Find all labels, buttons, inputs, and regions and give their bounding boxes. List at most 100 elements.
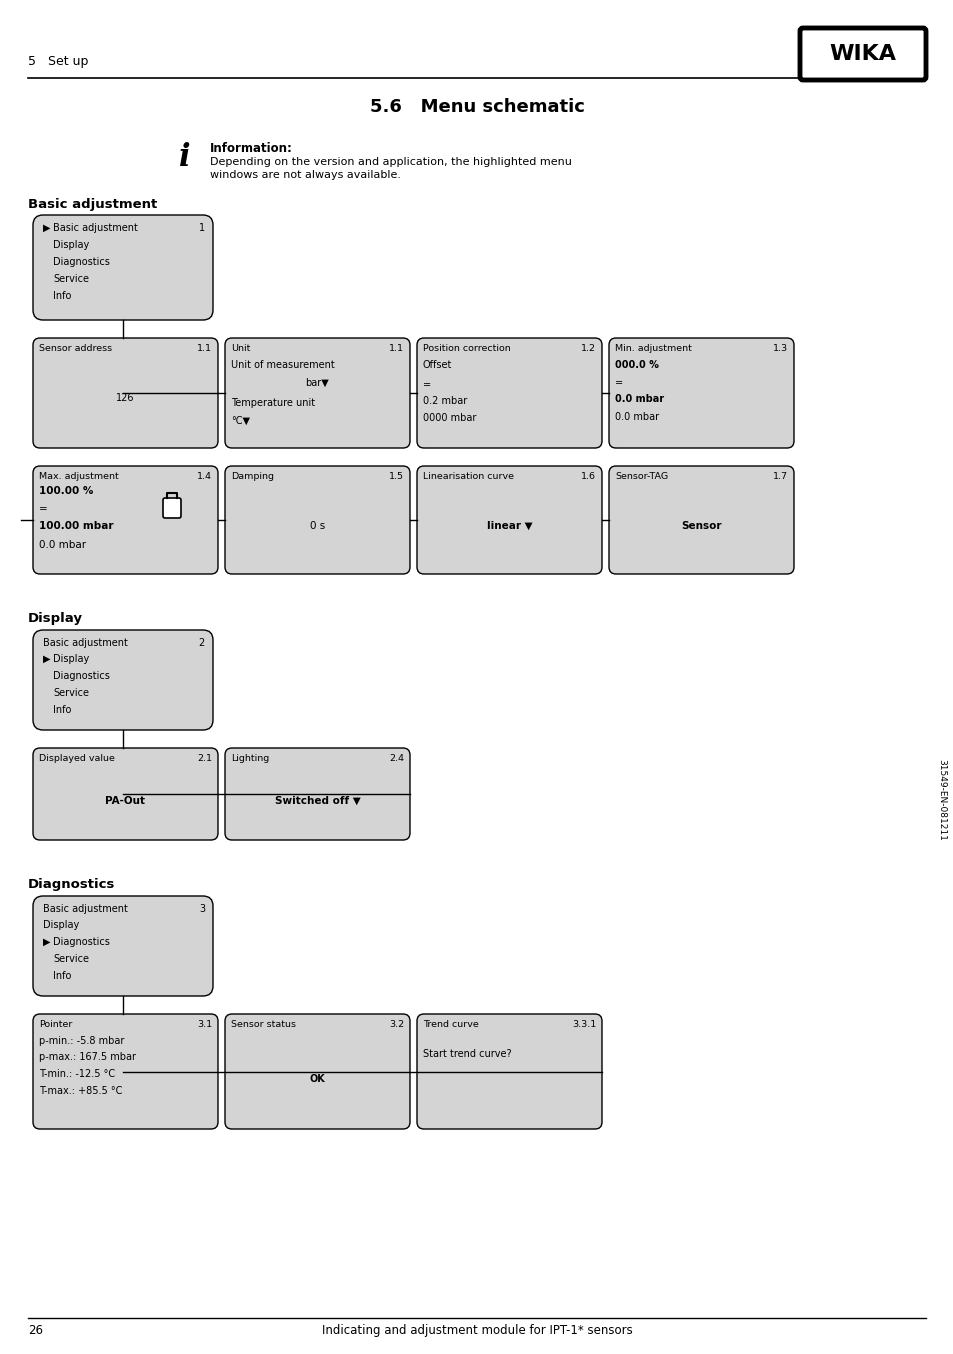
Text: Indicating and adjustment module for IPT-1* sensors: Indicating and adjustment module for IPT… (321, 1324, 632, 1336)
Text: Info: Info (53, 705, 71, 715)
Text: PA-Out: PA-Out (106, 796, 146, 806)
Text: 1.6: 1.6 (580, 473, 596, 481)
Text: Sensor-TAG: Sensor-TAG (615, 473, 667, 481)
Text: Display: Display (28, 612, 83, 626)
Text: =: = (615, 378, 622, 389)
FancyBboxPatch shape (416, 1014, 601, 1129)
FancyBboxPatch shape (225, 466, 410, 574)
FancyBboxPatch shape (163, 498, 181, 519)
Text: Pointer: Pointer (39, 1020, 72, 1029)
Text: Basic adjustment: Basic adjustment (43, 904, 128, 914)
Text: p-max.: 167.5 mbar: p-max.: 167.5 mbar (39, 1052, 136, 1062)
Text: 3.1: 3.1 (196, 1020, 212, 1029)
FancyBboxPatch shape (225, 1014, 410, 1129)
Text: 100.00 mbar: 100.00 mbar (39, 521, 113, 531)
Text: Sensor address: Sensor address (39, 344, 112, 353)
Text: =: = (39, 504, 48, 515)
Text: Unit of measurement: Unit of measurement (231, 360, 335, 370)
Text: =: = (422, 380, 431, 390)
FancyBboxPatch shape (800, 28, 925, 80)
Text: Linearisation curve: Linearisation curve (422, 473, 514, 481)
Text: T-min.: -12.5 °C: T-min.: -12.5 °C (39, 1070, 115, 1079)
FancyBboxPatch shape (416, 338, 601, 448)
Text: T-max.: +85.5 °C: T-max.: +85.5 °C (39, 1086, 122, 1095)
FancyBboxPatch shape (33, 215, 213, 320)
Text: linear ▼: linear ▼ (486, 521, 532, 531)
Text: 1.4: 1.4 (196, 473, 212, 481)
Text: Basic adjustment: Basic adjustment (43, 638, 128, 649)
FancyBboxPatch shape (33, 630, 213, 730)
Text: Basic adjustment: Basic adjustment (28, 198, 157, 211)
Text: 0.2 mbar: 0.2 mbar (422, 395, 467, 406)
Text: Position correction: Position correction (422, 344, 510, 353)
Text: 0.0 mbar: 0.0 mbar (615, 412, 659, 422)
Text: Info: Info (53, 291, 71, 301)
Text: Min. adjustment: Min. adjustment (615, 344, 691, 353)
Text: 31549-EN-081211: 31549-EN-081211 (937, 760, 945, 841)
FancyBboxPatch shape (608, 338, 793, 448)
Text: 1.5: 1.5 (389, 473, 403, 481)
Text: Sensor status: Sensor status (231, 1020, 295, 1029)
Text: 1: 1 (198, 223, 205, 233)
Text: Displayed value: Displayed value (39, 754, 114, 764)
Text: 126: 126 (116, 393, 134, 403)
Text: 2.4: 2.4 (389, 754, 403, 764)
FancyBboxPatch shape (33, 747, 218, 839)
Text: Display: Display (43, 919, 79, 930)
Text: Display: Display (53, 240, 90, 250)
FancyBboxPatch shape (33, 338, 218, 448)
Text: 2: 2 (198, 638, 205, 649)
Text: Diagnostics: Diagnostics (53, 257, 110, 267)
Text: Diagnostics: Diagnostics (53, 672, 110, 681)
Text: ▶: ▶ (43, 654, 51, 663)
Text: Service: Service (53, 955, 89, 964)
FancyBboxPatch shape (608, 466, 793, 574)
Text: Info: Info (53, 971, 71, 982)
Text: Unit: Unit (231, 344, 250, 353)
FancyBboxPatch shape (416, 466, 601, 574)
FancyBboxPatch shape (33, 466, 218, 574)
Text: Service: Service (53, 274, 89, 284)
FancyBboxPatch shape (225, 338, 410, 448)
Text: Trend curve: Trend curve (422, 1020, 478, 1029)
Text: Service: Service (53, 688, 89, 699)
Text: 3: 3 (198, 904, 205, 914)
Text: 5.6   Menu schematic: 5.6 Menu schematic (369, 97, 584, 116)
Text: ▶: ▶ (43, 937, 51, 946)
Text: 26: 26 (28, 1324, 43, 1336)
Text: 0000 mbar: 0000 mbar (422, 413, 476, 422)
Text: 1.2: 1.2 (580, 344, 596, 353)
Text: 1.7: 1.7 (772, 473, 787, 481)
Text: 2.1: 2.1 (196, 754, 212, 764)
Text: 5   Set up: 5 Set up (28, 56, 89, 68)
Text: °C▼: °C▼ (231, 416, 250, 427)
Text: WIKA: WIKA (828, 43, 896, 64)
Text: Max. adjustment: Max. adjustment (39, 473, 118, 481)
Text: 1.1: 1.1 (196, 344, 212, 353)
Text: 000.0 %: 000.0 % (615, 360, 659, 370)
Text: bar▼: bar▼ (305, 378, 329, 389)
Text: i: i (179, 142, 191, 173)
FancyBboxPatch shape (33, 1014, 218, 1129)
Text: OK: OK (310, 1074, 325, 1085)
Text: Sensor: Sensor (680, 521, 721, 531)
FancyBboxPatch shape (225, 747, 410, 839)
FancyBboxPatch shape (33, 896, 213, 997)
Text: Switched off ▼: Switched off ▼ (274, 796, 360, 806)
Text: 1.3: 1.3 (772, 344, 787, 353)
Text: 100.00 %: 100.00 % (39, 486, 93, 496)
Text: Temperature unit: Temperature unit (231, 398, 314, 408)
Text: ▶: ▶ (43, 223, 51, 233)
Text: Information:: Information: (210, 142, 293, 154)
Text: Display: Display (53, 654, 90, 663)
Text: Damping: Damping (231, 473, 274, 481)
Text: windows are not always available.: windows are not always available. (210, 171, 400, 180)
Text: Lighting: Lighting (231, 754, 269, 764)
Text: p-min.: -5.8 mbar: p-min.: -5.8 mbar (39, 1036, 124, 1047)
Text: 1.1: 1.1 (389, 344, 403, 353)
Text: Basic adjustment: Basic adjustment (53, 223, 138, 233)
Text: Depending on the version and application, the highlighted menu: Depending on the version and application… (210, 157, 571, 167)
Text: 0.0 mbar: 0.0 mbar (39, 540, 86, 550)
Text: Diagnostics: Diagnostics (28, 877, 115, 891)
Text: 0 s: 0 s (310, 521, 325, 531)
